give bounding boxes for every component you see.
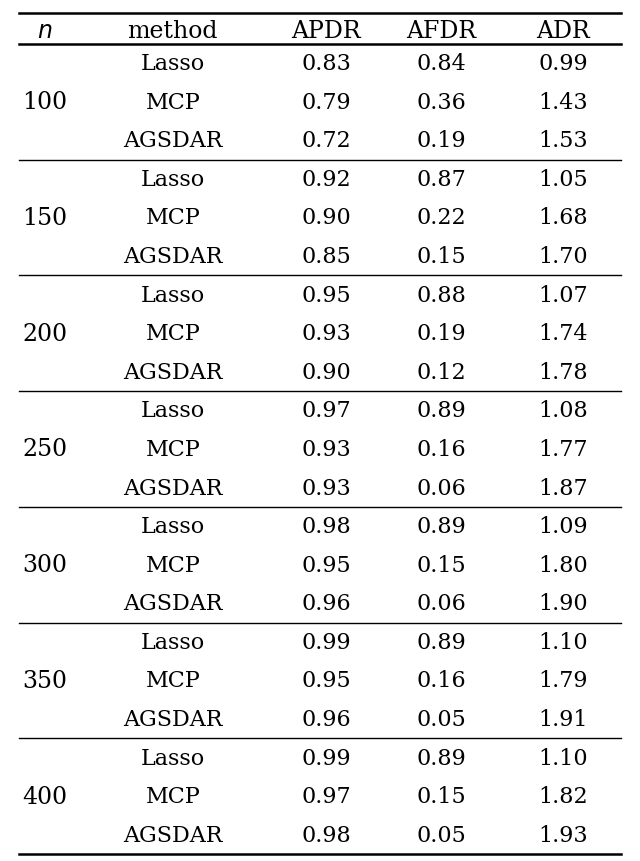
Text: 0.93: 0.93: [301, 323, 351, 344]
Text: 1.93: 1.93: [538, 824, 588, 846]
Text: $n$: $n$: [37, 21, 52, 43]
Text: 1.09: 1.09: [538, 516, 588, 537]
Text: AGSDAR: AGSDAR: [123, 824, 223, 846]
Text: MCP: MCP: [145, 785, 200, 808]
Text: MCP: MCP: [145, 670, 200, 691]
Text: 0.98: 0.98: [301, 516, 351, 537]
Text: APDR: APDR: [292, 21, 361, 43]
Text: 1.70: 1.70: [538, 245, 588, 268]
Text: Lasso: Lasso: [141, 284, 205, 307]
Text: 0.16: 0.16: [417, 670, 467, 691]
Text: MCP: MCP: [145, 554, 200, 576]
Text: 0.95: 0.95: [301, 284, 351, 307]
Text: 1.07: 1.07: [538, 284, 588, 307]
Text: 400: 400: [22, 785, 67, 808]
Text: 1.74: 1.74: [538, 323, 588, 344]
Text: 1.08: 1.08: [538, 400, 588, 422]
Text: MCP: MCP: [145, 323, 200, 344]
Text: 200: 200: [22, 322, 67, 345]
Text: 350: 350: [22, 669, 67, 692]
Text: 0.83: 0.83: [301, 53, 351, 75]
Text: 1.87: 1.87: [538, 477, 588, 499]
Text: 0.15: 0.15: [417, 554, 467, 576]
Text: 1.80: 1.80: [538, 554, 588, 576]
Text: 0.79: 0.79: [301, 91, 351, 114]
Text: method: method: [127, 21, 218, 43]
Text: 1.05: 1.05: [538, 169, 588, 190]
Text: 1.10: 1.10: [538, 631, 588, 653]
Text: 0.88: 0.88: [417, 284, 467, 307]
Text: 0.93: 0.93: [301, 438, 351, 461]
Text: 1.68: 1.68: [538, 208, 588, 229]
Text: AGSDAR: AGSDAR: [123, 362, 223, 383]
Text: AGSDAR: AGSDAR: [123, 130, 223, 152]
Text: 100: 100: [22, 91, 67, 114]
Text: Lasso: Lasso: [141, 746, 205, 769]
Text: 0.22: 0.22: [417, 208, 467, 229]
Text: ADR: ADR: [536, 21, 590, 43]
Text: 1.10: 1.10: [538, 746, 588, 769]
Text: 0.15: 0.15: [417, 245, 467, 268]
Text: 0.89: 0.89: [417, 631, 467, 653]
Text: 1.82: 1.82: [538, 785, 588, 808]
Text: 1.78: 1.78: [538, 362, 588, 383]
Text: 0.95: 0.95: [301, 554, 351, 576]
Text: 0.99: 0.99: [301, 746, 351, 769]
Text: 1.43: 1.43: [538, 91, 588, 114]
Text: 250: 250: [22, 438, 67, 461]
Text: 1.53: 1.53: [538, 130, 588, 152]
Text: MCP: MCP: [145, 438, 200, 461]
Text: 0.93: 0.93: [301, 477, 351, 499]
Text: 1.90: 1.90: [538, 592, 588, 615]
Text: 0.15: 0.15: [417, 785, 467, 808]
Text: AGSDAR: AGSDAR: [123, 245, 223, 268]
Text: 0.05: 0.05: [417, 709, 467, 730]
Text: 0.95: 0.95: [301, 670, 351, 691]
Text: 1.79: 1.79: [538, 670, 588, 691]
Text: 1.77: 1.77: [538, 438, 588, 461]
Text: 0.06: 0.06: [417, 477, 467, 499]
Text: MCP: MCP: [145, 91, 200, 114]
Text: 0.89: 0.89: [417, 746, 467, 769]
Text: 0.97: 0.97: [301, 785, 351, 808]
Text: 0.98: 0.98: [301, 824, 351, 846]
Text: 0.90: 0.90: [301, 362, 351, 383]
Text: MCP: MCP: [145, 208, 200, 229]
Text: 0.16: 0.16: [417, 438, 467, 461]
Text: 0.92: 0.92: [301, 169, 351, 190]
Text: 0.89: 0.89: [417, 400, 467, 422]
Text: 0.99: 0.99: [301, 631, 351, 653]
Text: 300: 300: [22, 554, 67, 577]
Text: 0.84: 0.84: [417, 53, 467, 75]
Text: 0.87: 0.87: [417, 169, 467, 190]
Text: 0.19: 0.19: [417, 323, 467, 344]
Text: 0.89: 0.89: [417, 516, 467, 537]
Text: 0.85: 0.85: [301, 245, 351, 268]
Text: 0.05: 0.05: [417, 824, 467, 846]
Text: 0.96: 0.96: [301, 709, 351, 730]
Text: Lasso: Lasso: [141, 631, 205, 653]
Text: 0.90: 0.90: [301, 208, 351, 229]
Text: 0.12: 0.12: [417, 362, 467, 383]
Text: Lasso: Lasso: [141, 169, 205, 190]
Text: 0.36: 0.36: [417, 91, 467, 114]
Text: Lasso: Lasso: [141, 400, 205, 422]
Text: AFDR: AFDR: [406, 21, 477, 43]
Text: AGSDAR: AGSDAR: [123, 592, 223, 615]
Text: 1.91: 1.91: [538, 709, 588, 730]
Text: 0.96: 0.96: [301, 592, 351, 615]
Text: 0.19: 0.19: [417, 130, 467, 152]
Text: AGSDAR: AGSDAR: [123, 709, 223, 730]
Text: 0.97: 0.97: [301, 400, 351, 422]
Text: AGSDAR: AGSDAR: [123, 477, 223, 499]
Text: Lasso: Lasso: [141, 516, 205, 537]
Text: 150: 150: [22, 207, 67, 230]
Text: 0.06: 0.06: [417, 592, 467, 615]
Text: Lasso: Lasso: [141, 53, 205, 75]
Text: 0.99: 0.99: [538, 53, 588, 75]
Text: 0.72: 0.72: [301, 130, 351, 152]
